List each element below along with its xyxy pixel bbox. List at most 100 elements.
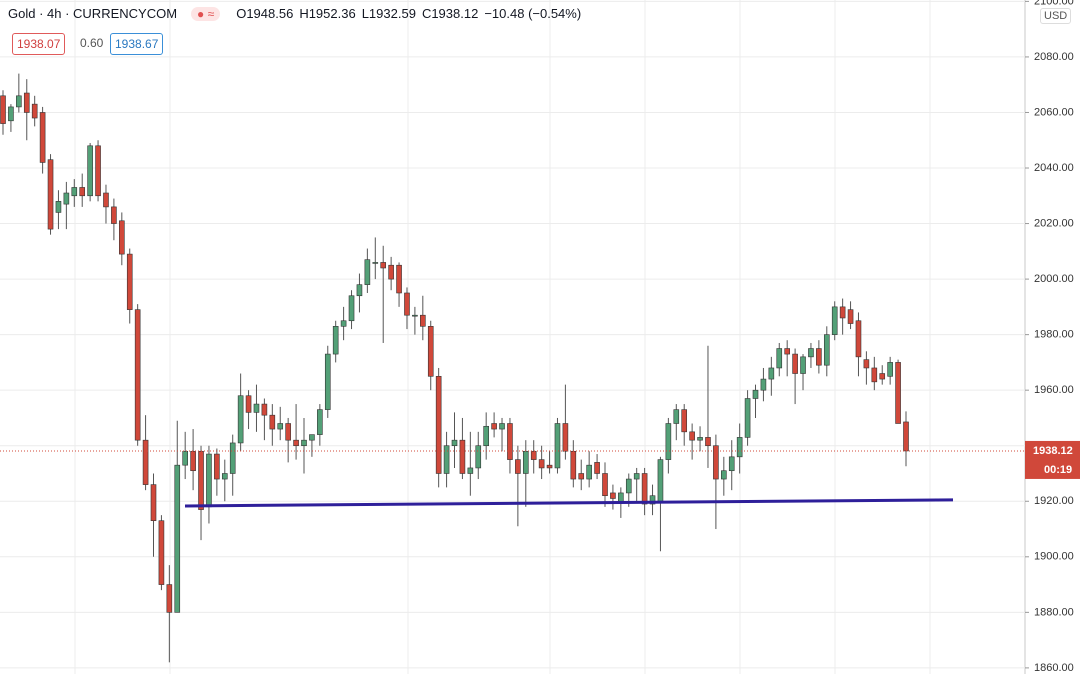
candle-body [586, 464, 592, 480]
candle-body [522, 450, 529, 474]
candle-body [206, 453, 212, 508]
candle-body [412, 314, 418, 317]
candle-body [111, 206, 117, 224]
candle-body [887, 362, 893, 377]
countdown: 00:19 [1044, 464, 1072, 476]
candle-body [633, 473, 640, 480]
symbol-title: Gold · 4h · CURRENCYCOM [8, 6, 178, 21]
candle-body [546, 464, 553, 469]
y-tick-label: 2020.00 [1034, 217, 1074, 229]
candle-body [768, 367, 775, 380]
candle-body [348, 295, 355, 322]
candle-body [420, 314, 426, 327]
candle-body [744, 398, 751, 438]
candle-body [269, 414, 276, 430]
candle-body [681, 409, 688, 433]
candle-body [507, 423, 513, 460]
candle-body [879, 373, 886, 380]
candle-body [340, 320, 347, 327]
candle-body [728, 456, 735, 472]
candle-body [214, 453, 220, 480]
candle-body [903, 421, 909, 452]
candle-body [713, 445, 719, 480]
y-tick-label: 2000.00 [1034, 273, 1074, 285]
candle-body [182, 450, 188, 466]
candle-body [71, 187, 78, 197]
candle-body [190, 450, 196, 472]
candle-body [16, 95, 22, 108]
candle-body [657, 459, 664, 502]
candle-body [475, 445, 482, 469]
currency: USD [1040, 8, 1072, 24]
candle-body [87, 145, 93, 197]
candle-body [594, 462, 600, 474]
ohlc-open: O1948.56 [236, 6, 294, 21]
candle-body [174, 464, 181, 613]
y-tick-label: 1960.00 [1034, 384, 1074, 396]
ohlc-change: −10.48 (−0.54%) [484, 6, 582, 21]
candle-body [649, 495, 656, 505]
candle-body [0, 95, 6, 124]
candle-body [63, 192, 70, 205]
candle-body [760, 378, 767, 391]
candle-body [427, 326, 434, 377]
candle-body [625, 478, 632, 494]
y-tick-label: 2040.00 [1034, 162, 1074, 174]
candle-body [95, 145, 101, 197]
candle-body [435, 375, 442, 474]
candle-body [443, 445, 450, 474]
candle-body [895, 362, 901, 424]
candle-body [103, 192, 109, 208]
candle-body [855, 320, 862, 358]
support-line [184, 498, 954, 508]
ask-box[interactable]: 1938.67 [110, 33, 164, 55]
spread: 0.60 [80, 36, 104, 50]
candle-body [499, 423, 505, 430]
y-tick-label: 1980.00 [1034, 329, 1074, 341]
candle-body [293, 439, 299, 447]
y-tick-label: 1880.00 [1034, 606, 1074, 618]
candle-body [863, 359, 870, 369]
candle-body [317, 409, 323, 435]
candle-body [839, 306, 846, 319]
candle-body [198, 450, 204, 510]
y-tick-label: 1900.00 [1034, 551, 1074, 563]
candle-body [847, 309, 854, 324]
vertical-grid [74, 0, 931, 674]
candle-body [752, 389, 759, 399]
candle-body [530, 450, 537, 460]
candle-body [610, 492, 616, 499]
candle-body [309, 434, 315, 441]
candle-body [134, 309, 141, 441]
candle-body [578, 473, 585, 480]
candle-body [562, 423, 569, 452]
candle-body [451, 439, 458, 447]
candle-body [467, 467, 474, 474]
candle-body [784, 348, 790, 355]
candle-body [459, 439, 466, 474]
candle-body [8, 106, 14, 122]
bid-box[interactable]: 1938.07 [12, 33, 66, 55]
candle-body [641, 473, 648, 505]
candle-body [126, 253, 133, 310]
last-price-box [1025, 440, 1080, 479]
candle-body [237, 395, 244, 444]
candle-body [483, 425, 489, 447]
y-tick-label: 2080.00 [1034, 51, 1074, 63]
y-tick-label: 1920.00 [1034, 495, 1074, 507]
candle-body [554, 423, 561, 469]
indicator-icons[interactable]: ● ≈ [191, 6, 221, 21]
candle-body [689, 431, 695, 441]
candle-body [245, 395, 252, 413]
candle-body [404, 292, 410, 316]
candle-body [332, 326, 339, 355]
candle-body [831, 306, 838, 335]
candle-body [673, 409, 680, 424]
candle-body [602, 473, 608, 497]
ohlc-close: C1938.12 [421, 6, 479, 21]
candle-body [388, 264, 394, 280]
candle-body [158, 520, 165, 585]
candle-body [55, 201, 62, 213]
candle-body [261, 403, 268, 416]
